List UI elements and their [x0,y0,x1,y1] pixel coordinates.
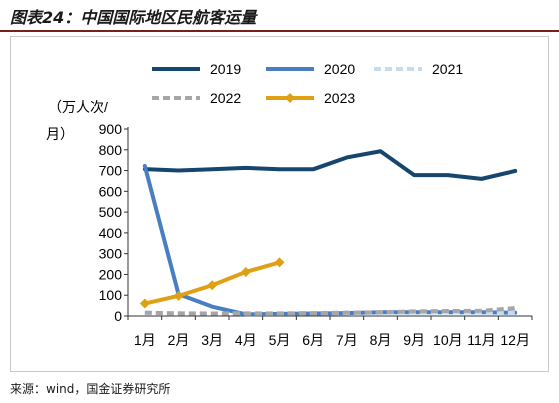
data-point [207,280,218,291]
legend-item-2023: 2023 [266,90,355,106]
legend-marker [285,93,295,103]
x-tick-label: 12月 [500,332,530,348]
y-tick-label: 0 [114,308,122,324]
y-tick-label: 700 [99,163,123,179]
legend-label: 2020 [324,61,355,77]
series-line-2020 [142,163,518,317]
x-tick-label: 8月 [370,332,392,348]
x-tick-label: 2月 [168,332,190,348]
legend-label: 2023 [324,90,355,106]
legend-item-2022: 2022 [152,90,241,106]
x-tick-label: 10月 [433,332,463,348]
y-tick-label: 600 [99,183,123,199]
x-tick-label: 1月 [134,332,156,348]
data-point [274,257,285,268]
x-tick-label: 6月 [302,332,324,348]
series-line-2019 [142,149,518,181]
y-tick-label: 400 [99,225,123,241]
figure-title: 图表24：中国国际地区民航客运量 [10,8,257,27]
x-tick-label: 3月 [201,332,223,348]
legend: 2019 2020 2021 2022 2023 [152,61,463,106]
y-tick-label: 100 [99,287,123,303]
series-line-2022 [144,306,516,316]
y-axis-label: （万人次/月） [46,99,108,142]
data-point [139,298,150,309]
x-tick-label: 9月 [403,332,425,348]
x-tick-label: 4月 [235,332,257,348]
legend-item-2021: 2021 [374,61,463,77]
x-tick-label: 7月 [336,332,358,348]
data-point [173,290,184,301]
legend-item-2020: 2020 [266,61,355,77]
series-2022 [144,306,516,316]
series-2023 [139,257,285,309]
series [139,149,518,317]
series-2019 [142,149,518,181]
axes: 0 100 200 300 400 500 600 700 800 900 1月 2月 3月 4月 5月 6月… [99,121,533,348]
title-underline [0,30,559,32]
legend-label: 2021 [432,61,463,77]
y-tick-label: 800 [99,142,123,158]
series-2020 [142,163,518,317]
x-tick-label: 11月 [467,332,496,348]
y-tick-label: 200 [99,266,123,282]
source-note: 来源：wind，国金证券研究所 [10,382,171,396]
x-tick-label: 5月 [269,332,291,348]
data-point [240,266,251,277]
y-tick-label: 500 [99,204,123,220]
legend-label: 2019 [210,61,241,77]
y-tick-label: 900 [99,121,123,137]
legend-item-2019: 2019 [152,61,241,77]
legend-label: 2022 [210,90,241,106]
y-tick-label: 300 [99,246,123,262]
chart-frame [10,36,549,372]
